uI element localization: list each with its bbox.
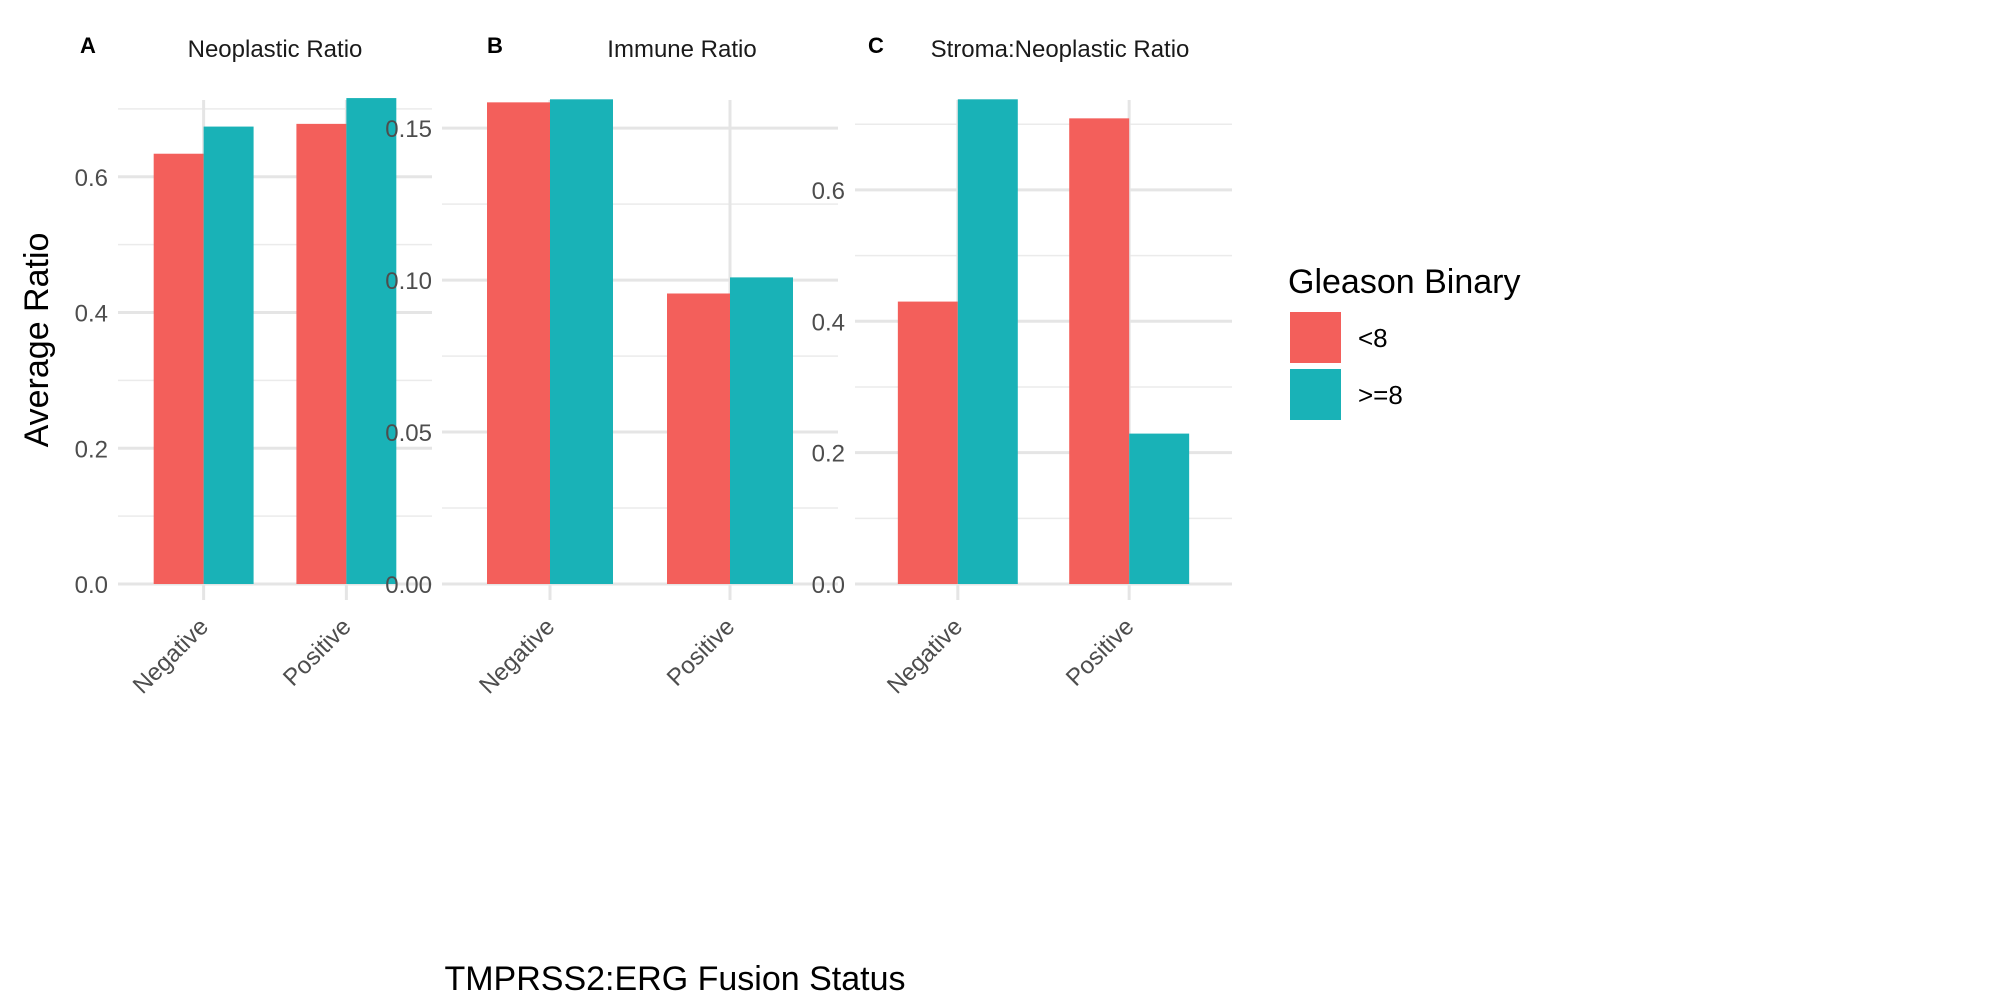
bar-negative-lt8 [153, 153, 204, 584]
bar-positive-ge8 [346, 98, 397, 584]
x-tick-label: Negative [474, 613, 560, 699]
bar-positive-lt8 [1069, 118, 1130, 584]
y-tick-label: 0.10 [385, 268, 432, 295]
y-tick-label: 0.4 [812, 309, 845, 336]
y-tick-label: 0.05 [385, 420, 432, 447]
x-tick-label: Positive [1061, 613, 1140, 692]
bar-positive-ge8 [1129, 433, 1190, 584]
panel-c: 0.0 0.2 0.4 0.6 Negative Positive C Stroma:Neop… [812, 33, 1232, 699]
bar-negative-ge8 [957, 99, 1018, 584]
legend-label-ge8: >=8 [1358, 380, 1403, 410]
legend-title: Gleason Binary [1288, 263, 1520, 301]
y-tick-label: 0.00 [385, 572, 432, 599]
legend-label-lt8: <8 [1358, 323, 1388, 353]
bar-negative-ge8 [203, 126, 254, 584]
bar-positive-ge8 [730, 277, 793, 584]
bar-negative-lt8 [487, 102, 550, 585]
x-tick-label: Positive [662, 613, 741, 692]
y-tick-label: 0.0 [812, 572, 845, 599]
panel-title: Neoplastic Ratio [188, 36, 363, 63]
x-tick-label: Negative [128, 613, 214, 699]
legend: Gleason Binary <8 >=8 [1288, 263, 1520, 420]
panel-b: 0.00 0.05 0.10 0.15 Negative Positive B Immune … [385, 33, 838, 699]
panel-tag: C [868, 33, 884, 58]
bar-negative-lt8 [897, 301, 958, 584]
panel-tag: A [80, 33, 96, 58]
y-tick-label: 0.2 [75, 436, 108, 463]
legend-key-lt8 [1290, 312, 1341, 363]
panel-title: Stroma:Neoplastic Ratio [931, 36, 1190, 63]
bar-positive-lt8 [667, 293, 730, 584]
y-tick-label: 0.2 [812, 441, 845, 468]
x-tick-label: Positive [278, 613, 357, 692]
y-tick-label: 0.15 [385, 116, 432, 143]
y-tick-label: 0.6 [75, 165, 108, 192]
y-tick-label: 0.4 [75, 301, 108, 328]
legend-key-ge8 [1290, 369, 1341, 420]
y-axis-label: Average Ratio [18, 233, 56, 448]
y-tick-label: 0.0 [75, 572, 108, 599]
panel-title: Immune Ratio [607, 36, 756, 63]
x-axis-label: TMPRSS2:ERG Fusion Status [444, 960, 905, 998]
panel-a: 0.0 0.2 0.4 0.6 Negative Positive A Neoplastic … [75, 33, 432, 699]
y-tick-label: 0.6 [812, 178, 845, 205]
bar-negative-ge8 [550, 99, 613, 584]
panel-tag: B [487, 33, 503, 58]
x-tick-label: Negative [882, 613, 968, 699]
bar-positive-lt8 [296, 123, 347, 584]
